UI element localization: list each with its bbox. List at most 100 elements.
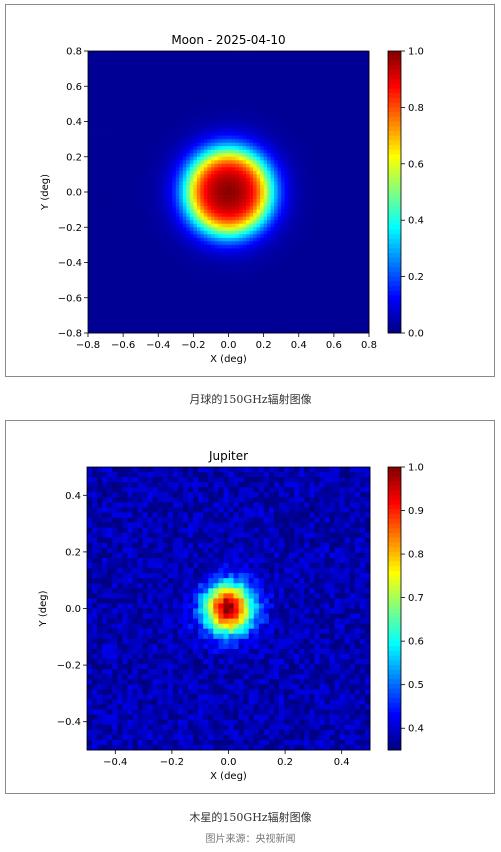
heatmap-cell — [116, 223, 121, 228]
heatmap-cell — [298, 280, 303, 285]
heatmap-cell — [193, 294, 198, 299]
heatmap-cell — [102, 223, 106, 228]
heatmap-cell — [154, 96, 159, 101]
heatmap-cell — [186, 110, 191, 115]
heatmap-cell — [196, 244, 201, 249]
heatmap-cell — [246, 297, 250, 302]
heatmap-cell — [263, 170, 268, 175]
heatmap-cell — [91, 135, 96, 140]
heatmap-cell — [246, 96, 250, 101]
heatmap-cell — [126, 248, 131, 253]
heatmap-cell — [151, 135, 156, 140]
heatmap-cell — [281, 244, 286, 249]
heatmap-cell — [126, 100, 131, 105]
heatmap-cell — [158, 304, 163, 309]
heatmap-cell — [105, 82, 110, 87]
heatmap-cell — [298, 241, 303, 246]
heatmap-cell — [105, 248, 110, 253]
heatmap-cell — [228, 114, 233, 119]
heatmap-cell — [182, 308, 187, 313]
heatmap-cell — [246, 135, 250, 140]
heatmap-cell — [277, 294, 282, 299]
heatmap-cell — [302, 149, 307, 154]
heatmap-cell — [168, 241, 173, 246]
heatmap-cell — [267, 82, 272, 87]
heatmap-cell — [165, 156, 170, 161]
heatmap-cell — [165, 283, 170, 288]
heatmap-cell — [182, 325, 187, 330]
heatmap-cell — [102, 237, 106, 242]
heatmap-cell — [270, 125, 275, 129]
heatmap-cell — [168, 269, 173, 274]
heatmap-cell — [123, 163, 128, 168]
heatmap-cell — [260, 206, 265, 211]
heatmap-cell — [119, 170, 124, 175]
heatmap-cell — [151, 72, 156, 77]
heatmap-cell — [147, 315, 152, 320]
heatmap-cell — [235, 167, 240, 172]
heatmap-cell — [123, 325, 128, 330]
heatmap-cell — [116, 220, 121, 225]
heatmap-cell — [217, 93, 222, 98]
heatmap-cell — [214, 202, 219, 207]
heatmap-cell — [98, 325, 103, 330]
heatmap-cell — [119, 86, 124, 91]
heatmap-cell — [144, 329, 149, 334]
heatmap-cell — [291, 202, 296, 207]
heatmap-cell — [147, 234, 152, 239]
heatmap-cell — [147, 142, 152, 147]
heatmap-cell — [221, 202, 226, 207]
heatmap-cell — [147, 329, 152, 334]
heatmap-cell — [277, 139, 282, 144]
heatmap-cell — [228, 308, 233, 313]
heatmap-cell — [130, 146, 135, 151]
heatmap-cell — [105, 251, 110, 256]
heatmap-cell — [144, 192, 149, 196]
heatmap-cell — [232, 216, 236, 221]
heatmap-cell — [253, 269, 257, 274]
heatmap-cell — [126, 258, 131, 263]
heatmap-cell — [88, 125, 92, 129]
heatmap-cell — [232, 273, 236, 277]
heatmap-cell — [281, 174, 286, 179]
heatmap-cell — [224, 283, 229, 288]
heatmap-cell — [260, 86, 265, 91]
heatmap-cell — [203, 273, 208, 277]
heatmap-cell — [196, 170, 201, 175]
heatmap-cell — [98, 72, 103, 77]
heatmap-cell — [288, 174, 293, 179]
heatmap-cell — [154, 82, 159, 87]
heatmap-cell — [179, 258, 184, 263]
heatmap-cell — [161, 322, 166, 327]
heatmap-cell — [249, 82, 254, 87]
heatmap-cell — [200, 325, 205, 330]
heatmap-cell — [263, 276, 268, 281]
heatmap-cell — [263, 153, 268, 158]
heatmap-cell — [214, 51, 219, 55]
heatmap-cell — [196, 241, 201, 246]
heatmap-cell — [246, 68, 250, 73]
heatmap-cell — [235, 86, 240, 91]
heatmap-cell — [200, 195, 205, 200]
heatmap-cell — [98, 160, 103, 165]
heatmap-cell — [130, 174, 135, 179]
heatmap-cell — [246, 216, 250, 221]
heatmap-cell — [210, 297, 215, 302]
heatmap-cell — [274, 100, 279, 105]
heatmap-cell — [228, 318, 233, 323]
heatmap-cell — [154, 79, 159, 84]
heatmap-cell — [253, 110, 257, 115]
heatmap-cell — [295, 146, 300, 151]
heatmap-cell — [102, 227, 106, 232]
heatmap-cell — [253, 294, 257, 299]
heatmap-cell — [175, 266, 180, 270]
heatmap-cell — [235, 153, 240, 158]
heatmap-cell — [179, 117, 184, 122]
heatmap-cell — [284, 237, 289, 242]
heatmap-cell — [165, 276, 170, 281]
heatmap-cell — [210, 223, 215, 228]
heatmap-cell — [126, 266, 131, 270]
heatmap-cell — [267, 167, 272, 172]
heatmap-cell — [232, 227, 236, 232]
heatmap-cell — [274, 149, 279, 154]
